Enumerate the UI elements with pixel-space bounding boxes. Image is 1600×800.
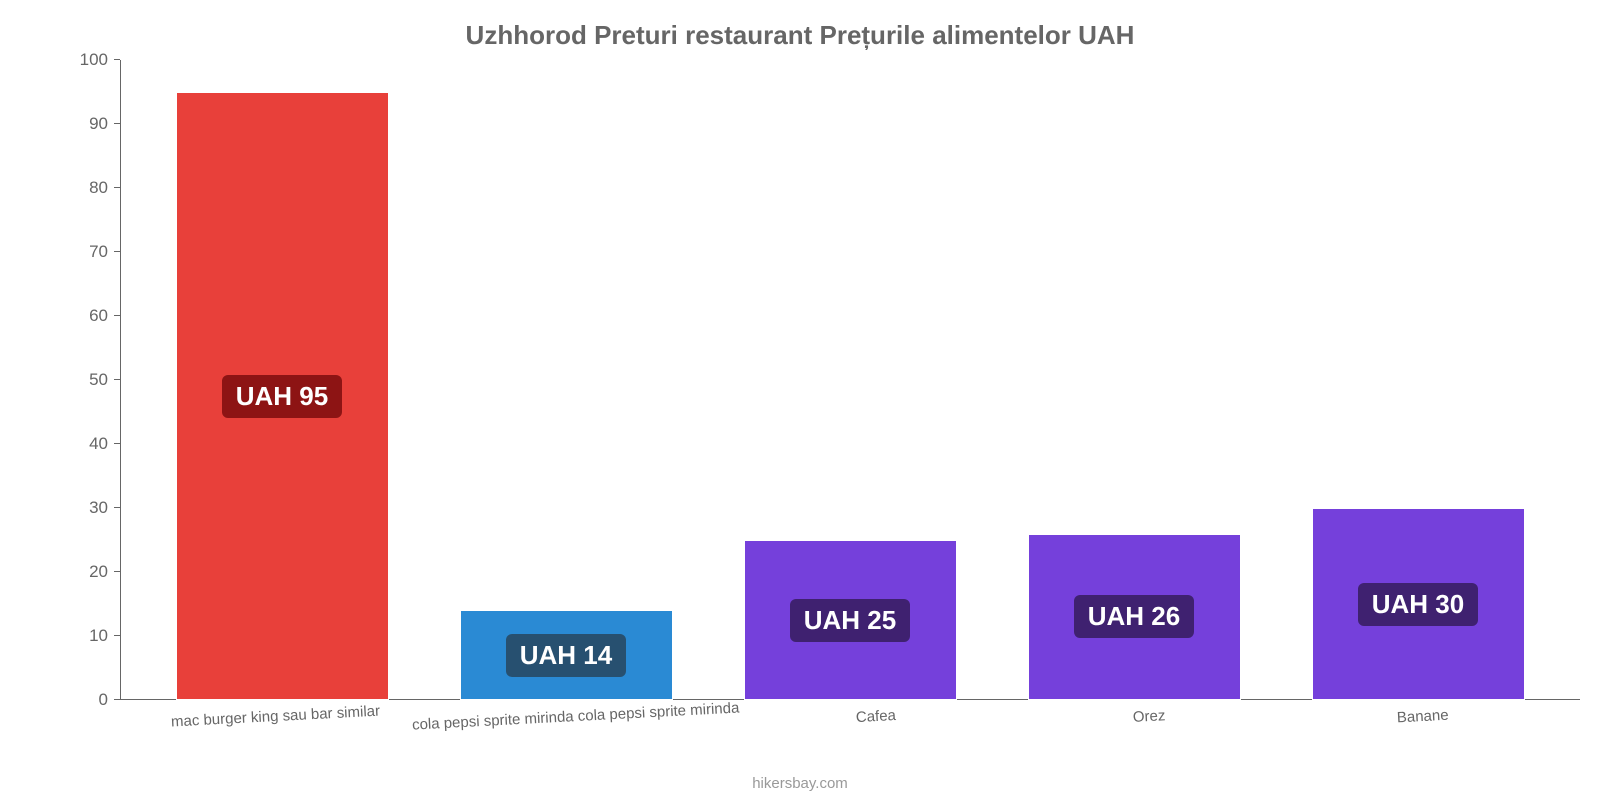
x-label-slot: Banane xyxy=(1287,702,1560,762)
bar-slot: UAH 26 xyxy=(992,60,1276,700)
x-label: Banane xyxy=(1396,707,1451,770)
x-label-slot: Orez xyxy=(1014,702,1287,762)
y-tick-label: 10 xyxy=(89,626,120,646)
bar-value-label: UAH 14 xyxy=(506,634,626,677)
bar-slot: UAH 30 xyxy=(1276,60,1560,700)
y-tick-label: 20 xyxy=(89,562,120,582)
bar-slot: UAH 25 xyxy=(708,60,992,700)
y-tick-label: 70 xyxy=(89,242,120,262)
x-label: Cafea xyxy=(856,707,899,769)
bar: UAH 30 xyxy=(1312,508,1525,700)
plot-area: 0102030405060708090100 UAH 95UAH 14UAH 2… xyxy=(120,60,1580,700)
bar-value-label: UAH 95 xyxy=(222,375,342,418)
y-tick-label: 0 xyxy=(99,690,120,710)
y-tick-label: 80 xyxy=(89,178,120,198)
bar: UAH 14 xyxy=(460,610,673,700)
bar: UAH 95 xyxy=(176,92,389,700)
chart-container: Uzhhorod Preturi restaurant Prețurile al… xyxy=(0,0,1600,800)
bar-value-label: UAH 25 xyxy=(790,599,910,642)
chart-footer: hikersbay.com xyxy=(0,775,1600,792)
x-label-slot: Cafea xyxy=(741,702,1014,762)
x-labels-group: mac burger king sau bar similarcola peps… xyxy=(120,702,1580,762)
x-label: cola pepsi sprite mirinda cola pepsi spr… xyxy=(412,699,742,776)
bar: UAH 26 xyxy=(1028,534,1241,700)
y-tick-label: 40 xyxy=(89,434,120,454)
y-tick-label: 30 xyxy=(89,498,120,518)
x-label: mac burger king sau bar similar xyxy=(170,703,382,774)
bar-slot: UAH 14 xyxy=(424,60,708,700)
y-tick-label: 100 xyxy=(80,50,120,70)
bar-value-label: UAH 26 xyxy=(1074,595,1194,638)
bar-value-label: UAH 30 xyxy=(1358,583,1478,626)
y-tick-label: 50 xyxy=(89,370,120,390)
chart-title: Uzhhorod Preturi restaurant Prețurile al… xyxy=(0,0,1600,51)
bars-group: UAH 95 UAH 14 UAH 25 UAH 26 UAH 30 xyxy=(120,60,1580,700)
x-label: Orez xyxy=(1133,707,1169,769)
y-tick-label: 60 xyxy=(89,306,120,326)
bar-slot: UAH 95 xyxy=(140,60,424,700)
x-label-slot: mac burger king sau bar similar xyxy=(140,702,413,762)
x-label-slot: cola pepsi sprite mirinda cola pepsi spr… xyxy=(413,702,741,762)
y-tick-label: 90 xyxy=(89,114,120,134)
bar: UAH 25 xyxy=(744,540,957,700)
